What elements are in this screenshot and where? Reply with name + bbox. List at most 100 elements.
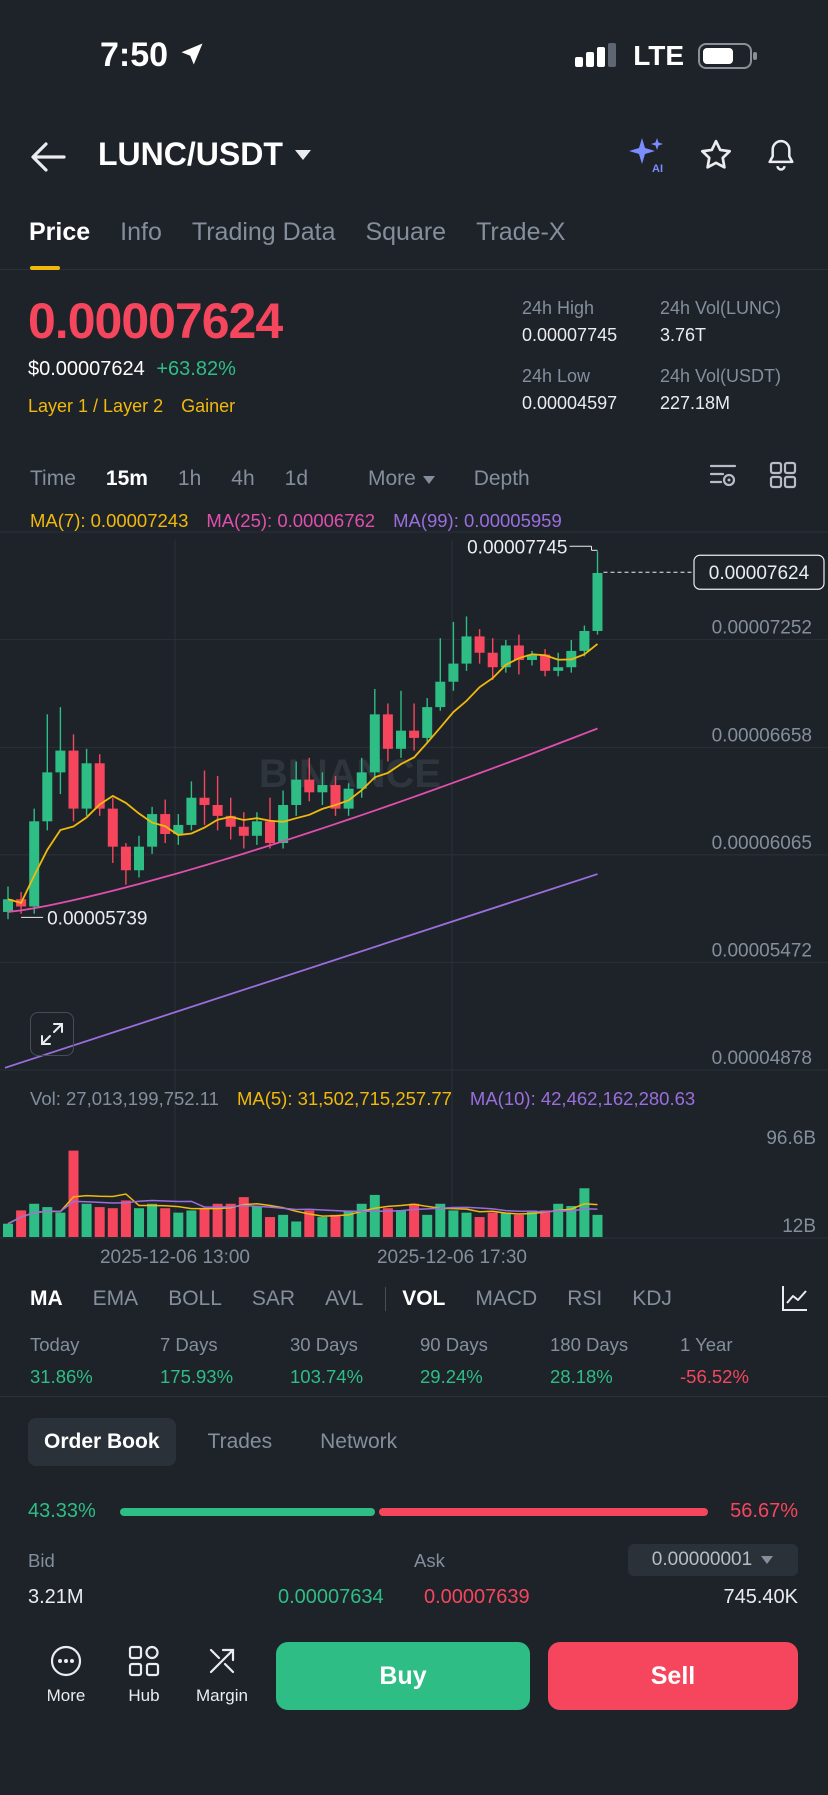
- volume-ma5-line: [7, 1193, 598, 1225]
- interval-1h[interactable]: 1h: [177, 467, 202, 490]
- candle-body: [186, 797, 197, 825]
- perf-value: 31.86%: [30, 1366, 93, 1387]
- indicator-ema[interactable]: EMA: [92, 1287, 139, 1310]
- tag-gainer[interactable]: Gainer: [181, 396, 236, 416]
- indicator-vol-divider: VOL: [385, 1287, 445, 1311]
- candle-body: [160, 814, 171, 834]
- volume-axis-label: 12B: [782, 1216, 816, 1237]
- volume-bar: [579, 1188, 590, 1237]
- sell-button[interactable]: Sell: [548, 1642, 798, 1710]
- candle-body: [107, 808, 118, 847]
- stat-24h-vol-usdt: 24h Vol(USDT) 227.18M: [660, 366, 781, 414]
- divider: [0, 1396, 828, 1397]
- ratio-bid-fill: [120, 1508, 375, 1516]
- volume-bar: [435, 1203, 446, 1237]
- stat-24h-high: 24h High 0.00007745: [522, 298, 617, 346]
- tab-info[interactable]: Info: [120, 218, 162, 246]
- interval-more[interactable]: More: [338, 467, 436, 491]
- indicator-sar[interactable]: SAR: [251, 1287, 296, 1310]
- volume-bar: [592, 1214, 603, 1237]
- candle-body: [291, 779, 302, 805]
- location-icon: [181, 43, 203, 65]
- ma-legend: MA(7): 0.00007243 MA(25): 0.00006762 MA(…: [30, 510, 562, 532]
- volume-bar: [474, 1217, 485, 1237]
- precision-select[interactable]: 0.00000001: [628, 1544, 798, 1576]
- indicator-ma[interactable]: MA: [30, 1287, 63, 1310]
- star-icon[interactable]: [698, 137, 734, 173]
- price-axis-label: 0.00007846: [712, 530, 812, 531]
- indicator-boll[interactable]: BOLL: [168, 1287, 222, 1310]
- candle-body: [382, 714, 393, 749]
- candle-body: [461, 636, 472, 664]
- ma25-line: [7, 727, 598, 913]
- candle-body: [225, 815, 236, 827]
- ask-header: Ask: [414, 1550, 445, 1571]
- back-button[interactable]: [30, 140, 70, 174]
- volume-bar: [513, 1214, 524, 1237]
- stat-label: 24h High: [522, 298, 595, 318]
- more-dots-icon: [50, 1645, 82, 1677]
- price-axis-label: 0.00004878: [712, 1048, 812, 1069]
- indicator-kdj[interactable]: KDJ: [632, 1287, 672, 1310]
- tab-square[interactable]: Square: [365, 218, 447, 246]
- more-button[interactable]: More: [34, 1644, 98, 1706]
- candle-body: [330, 785, 341, 809]
- candle-body: [527, 654, 537, 660]
- volume-bar: [382, 1208, 393, 1237]
- hub-button[interactable]: Hub: [112, 1644, 176, 1706]
- volume-legend: Vol: 27,013,199,752.11 MA(5): 31,502,715…: [30, 1088, 695, 1110]
- fullscreen-button[interactable]: [30, 1012, 74, 1056]
- interval-time[interactable]: Time: [30, 467, 76, 490]
- bid-quantity: 3.21M: [28, 1586, 84, 1608]
- candle-body: [422, 707, 433, 738]
- price-chart[interactable]: 0.00007846 0.00007252 0.00006658 0.00006065…: [0, 530, 828, 1270]
- high-marker-label: 0.00007745: [467, 537, 567, 558]
- tab-trade-x[interactable]: Trade-X: [476, 218, 566, 246]
- candle-body: [173, 824, 184, 834]
- ma7-line: [7, 643, 599, 904]
- perf-90d: 90 Days 29.24%: [420, 1334, 550, 1388]
- tab-price[interactable]: Price: [14, 218, 105, 270]
- ai-sparkle-icon[interactable]: AI: [628, 136, 668, 174]
- indicator-avl[interactable]: AVL: [325, 1287, 364, 1310]
- stat-value: 3.76T: [660, 325, 707, 345]
- indicator-rsi[interactable]: RSI: [567, 1287, 603, 1310]
- candle-body: [435, 681, 446, 708]
- tab-order-book[interactable]: Order Book: [28, 1418, 176, 1466]
- tab-trading-data[interactable]: Trading Data: [191, 218, 336, 246]
- volume-bar: [68, 1150, 79, 1237]
- candle-body: [3, 899, 13, 912]
- indicator-vol[interactable]: VOL: [402, 1287, 446, 1310]
- tag-category[interactable]: Layer 1 / Layer 2: [28, 396, 164, 416]
- perf-value: 29.24%: [420, 1366, 483, 1387]
- ma99-value: MA(99): 0.00005959: [393, 510, 562, 531]
- grid-layout-icon[interactable]: [768, 460, 798, 490]
- buy-button[interactable]: Buy: [276, 1642, 530, 1710]
- candle-body: [55, 750, 66, 773]
- interval-1d[interactable]: 1d: [284, 467, 308, 490]
- price-axis-label: 0.00006658: [712, 725, 812, 746]
- ask-quantity: 745.40K: [723, 1586, 798, 1608]
- margin-button[interactable]: Margin: [190, 1644, 254, 1706]
- chart-settings-icon[interactable]: [708, 460, 738, 490]
- indicator-settings-icon[interactable]: [780, 1283, 810, 1313]
- candle-body: [147, 814, 158, 847]
- ratio-bar: [120, 1508, 708, 1516]
- interval-15m[interactable]: 15m: [105, 467, 148, 490]
- candle-body: [540, 654, 551, 671]
- perf-180d: 180 Days 28.18%: [550, 1334, 680, 1388]
- depth-tab[interactable]: Depth: [473, 467, 530, 490]
- pair-selector[interactable]: LUNC/USDT: [98, 136, 313, 173]
- volume-bar: [278, 1214, 289, 1237]
- bell-icon[interactable]: [764, 137, 798, 173]
- low-marker-label: 0.00005739: [47, 908, 147, 929]
- candle-body: [199, 797, 210, 805]
- volume-bar: [120, 1200, 131, 1237]
- tab-network[interactable]: Network: [320, 1430, 398, 1453]
- indicator-macd[interactable]: MACD: [475, 1287, 538, 1310]
- stat-value: 227.18M: [660, 393, 731, 413]
- tab-trades[interactable]: Trades: [207, 1430, 273, 1453]
- pair-name: LUNC/USDT: [98, 136, 283, 172]
- interval-4h[interactable]: 4h: [231, 467, 255, 490]
- usd-price-row: $0.00007624 +63.82%: [28, 358, 236, 381]
